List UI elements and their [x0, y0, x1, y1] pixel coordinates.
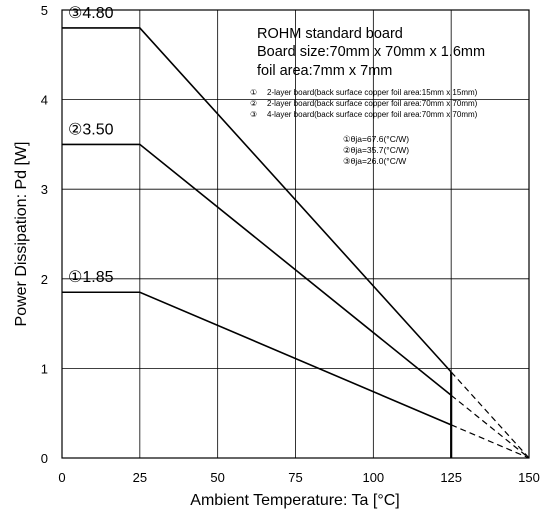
x-axis-label: Ambient Temperature: Ta [°C] — [190, 492, 399, 509]
callout-3: ③4.80 — [68, 5, 114, 22]
y-tick-label: 5 — [41, 3, 48, 18]
x-tick-label: 150 — [518, 470, 540, 485]
y-tick-label: 0 — [41, 451, 48, 466]
y-tick-label: 3 — [41, 182, 48, 197]
series-dashed-1 — [450, 424, 530, 459]
board-description: 4-layer board(back surface copper foil a… — [267, 110, 478, 119]
series-dashed-3 — [450, 371, 530, 459]
board-description: 2-layer board(back surface copper foil a… — [267, 88, 478, 97]
series-line-3 — [62, 27, 452, 373]
board-mark: ① — [250, 88, 257, 97]
callout-2: ②3.50 — [68, 121, 114, 138]
x-tick-label: 25 — [133, 470, 147, 485]
y-tick-label: 4 — [41, 93, 48, 108]
board-description: 2-layer board(back surface copper foil a… — [267, 99, 478, 108]
y-tick-label: 1 — [41, 361, 48, 376]
y-tick-label: 2 — [41, 272, 48, 287]
x-tick-label: 100 — [362, 470, 384, 485]
note-main-line: ROHM standard board — [257, 26, 403, 42]
series-dashed-2 — [450, 394, 530, 459]
theta-ja-note: ②θja=35.7(°C/W) — [343, 145, 409, 155]
callout-1: ①1.85 — [68, 269, 114, 286]
y-axis-label: Power Dissipation: Pd [W] — [13, 142, 30, 327]
board-notes: ROHM standard board Board size:70mm x 70m… — [250, 26, 485, 166]
value-callouts: ①1.85 ②3.50 ③4.80 — [68, 5, 114, 286]
x-tick-label: 125 — [440, 470, 462, 485]
theta-ja-note: ①θja=67.6(°C/W) — [343, 134, 409, 144]
board-mark: ② — [250, 99, 257, 108]
grid — [62, 10, 529, 458]
theta-ja-note: ③θja=26.0(°C/W — [343, 156, 406, 166]
series-layer — [62, 27, 530, 459]
board-mark: ③ — [250, 110, 257, 119]
note-main-line: Board size:70mm x 70mm x 1.6mm — [257, 44, 485, 60]
x-tick-label: 0 — [58, 470, 65, 485]
note-main-line: foil area:7mm x 7mm — [257, 63, 392, 79]
series-line-1 — [62, 291, 452, 426]
plot-frame — [61, 9, 530, 459]
x-tick-label: 50 — [210, 470, 224, 485]
x-tick-label: 75 — [288, 470, 302, 485]
series-line-2 — [62, 143, 452, 396]
tick-labels: 0 25 50 75 100 125 150 0 1 2 3 4 5 — [41, 3, 540, 485]
